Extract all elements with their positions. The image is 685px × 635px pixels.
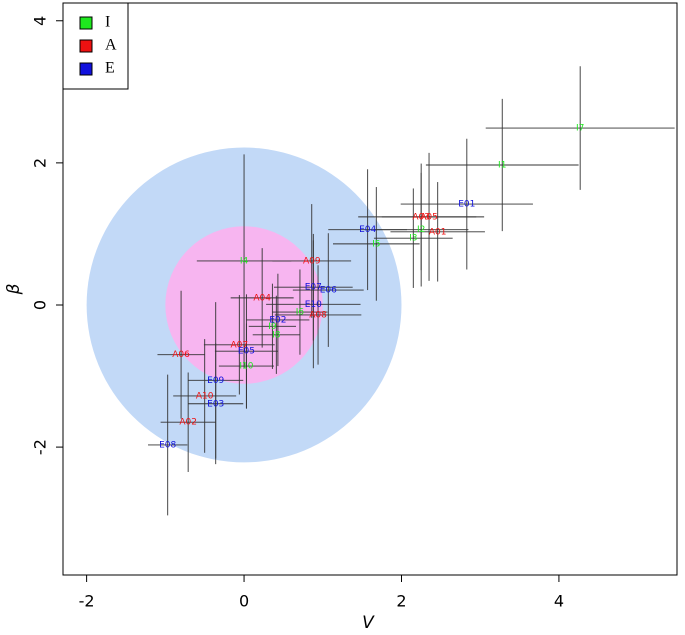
point-label: I2 — [417, 225, 425, 235]
x-tick-label: 2 — [396, 592, 406, 611]
legend-label: A — [105, 37, 117, 54]
point-label: E03 — [207, 399, 224, 409]
point-label: A06 — [172, 350, 190, 360]
x-tick-label: -2 — [79, 592, 95, 611]
point-label: E02 — [269, 315, 286, 325]
point-label: A07 — [231, 340, 249, 350]
y-tick-label: 0 — [31, 300, 50, 310]
point-label: I8 — [272, 330, 281, 340]
point-label: E08 — [159, 440, 176, 450]
legend-label: I — [105, 14, 110, 31]
point-label: E07 — [305, 283, 322, 293]
point-label: A02 — [179, 418, 197, 428]
point-label: I6 — [296, 308, 305, 318]
point-label: I10 — [239, 362, 253, 372]
point-label: A01 — [429, 227, 447, 237]
point-label: A05 — [420, 212, 438, 222]
point-label: I3 — [409, 234, 417, 244]
point-label: A09 — [303, 256, 321, 266]
y-tick-label: -2 — [31, 439, 50, 455]
y-axis-label: β — [4, 283, 24, 295]
x-axis-label: V — [362, 613, 375, 631]
y-tick-label: 4 — [31, 16, 50, 26]
point-label: I5 — [372, 239, 380, 249]
y-tick-label: 2 — [31, 158, 50, 168]
point-label: I1 — [498, 161, 506, 171]
point-label: A03 — [412, 212, 430, 222]
point-label: A04 — [253, 293, 271, 303]
point-label: E06 — [320, 286, 337, 296]
legend-swatch — [79, 39, 93, 53]
legend: IAE — [62, 2, 129, 90]
point-label: A10 — [196, 391, 214, 401]
point-label: E05 — [238, 347, 255, 357]
legend-box — [62, 2, 129, 90]
x-tick-label: 0 — [239, 592, 249, 611]
point-label: E09 — [207, 376, 224, 386]
point-label: A08 — [309, 310, 327, 320]
point-label: I9 — [268, 322, 277, 332]
point-label: E10 — [305, 300, 322, 310]
point-label: E01 — [458, 200, 475, 210]
plot-frame — [62, 2, 678, 576]
legend-swatch — [79, 16, 93, 30]
legend-label: E — [105, 60, 115, 77]
x-tick-label: 4 — [554, 592, 564, 611]
point-label: I4 — [240, 256, 249, 266]
legend-swatch — [79, 62, 93, 76]
point-label: I7 — [576, 124, 584, 134]
point-label: E04 — [359, 225, 376, 235]
